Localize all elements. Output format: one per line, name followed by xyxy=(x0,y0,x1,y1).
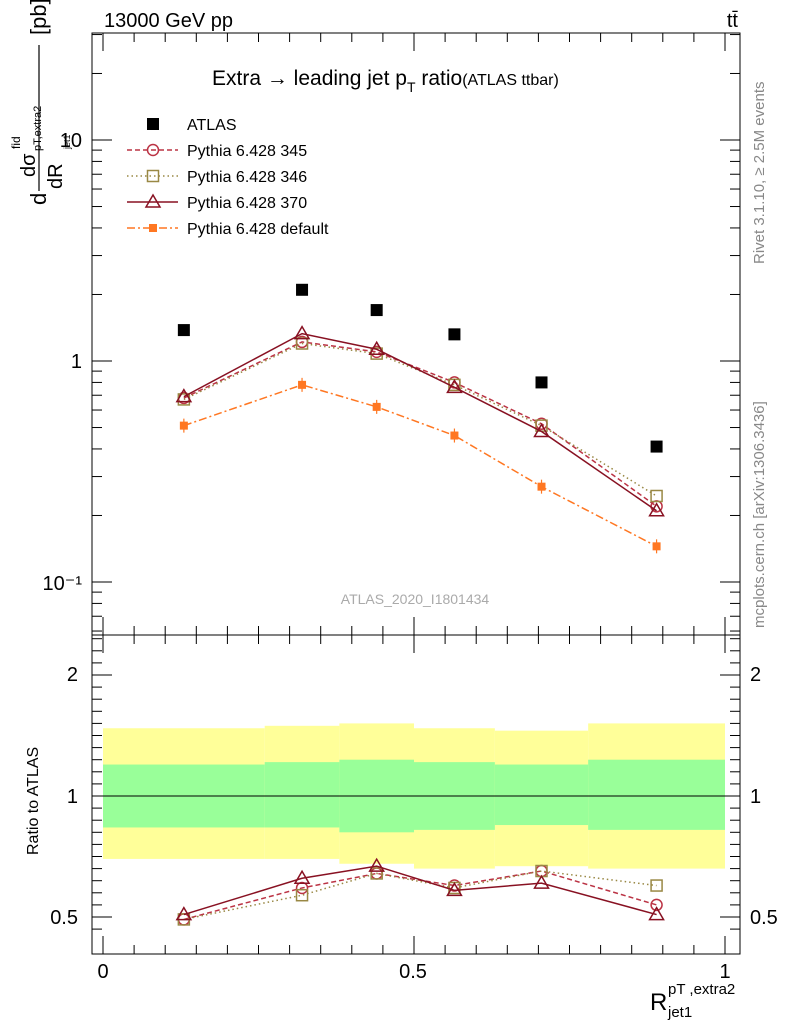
series-3-point xyxy=(446,378,463,394)
series-0-point xyxy=(535,376,548,389)
series-1-ratio-point xyxy=(650,898,663,912)
series-4-point xyxy=(372,402,381,411)
legend-label: Pythia 6.428 346 xyxy=(187,169,307,186)
ratio-y-tick-1: 1 xyxy=(67,786,78,808)
x-axis-title: R pT ,extra2 jet1 xyxy=(650,981,735,1021)
series-0-point xyxy=(448,328,461,341)
main-y-axis-title: d dσ fid pT,extra2 dR jet1 [pb] xyxy=(9,0,72,205)
series-3-ratio-point xyxy=(648,906,665,921)
svg-text:R: R xyxy=(650,989,667,1016)
main-y-tick-0.1: 10⁻¹ xyxy=(43,573,83,595)
legend-marker xyxy=(149,224,157,232)
series-0-point xyxy=(296,283,309,296)
series-1-line xyxy=(183,341,658,507)
series-0-point xyxy=(177,324,190,337)
series-3-ratio-point xyxy=(368,857,385,872)
ratio-y-tick-2: 2 xyxy=(67,664,78,686)
svg-text:Ratio to ATLAS: Ratio to ATLAS xyxy=(25,747,42,855)
series-3-point xyxy=(648,502,665,517)
ratio-y-axis-title: Ratio to ATLAS xyxy=(25,747,42,855)
legend-label: Pythia 6.428 370 xyxy=(187,195,307,212)
mcplots-label: mcplots.cern.ch [arXiv:1306.3436] xyxy=(751,401,768,628)
series-2-point xyxy=(650,489,663,503)
ratio-y-tick-2-right: 2 xyxy=(750,664,761,686)
ratio-bands xyxy=(92,723,740,869)
svg-text:fid: fid xyxy=(9,136,23,149)
series-3-point xyxy=(293,325,311,340)
series-3-ratio-point xyxy=(446,881,463,897)
ratio-band-green xyxy=(494,764,589,826)
analysis-watermark: ATLAS_2020_I1801434 xyxy=(341,591,490,607)
header-right: tt̄ xyxy=(727,10,739,32)
svg-text:dR: dR xyxy=(45,163,67,189)
series-2-ratio-point xyxy=(650,879,663,892)
series-3-ratio-point xyxy=(533,874,550,889)
ratio-band-green xyxy=(264,762,340,828)
svg-text:pT ,extra2: pT ,extra2 xyxy=(668,981,735,998)
ratio-plot-frame xyxy=(91,634,741,955)
series-2-ratio-point xyxy=(370,867,383,880)
series-3-point xyxy=(533,422,550,438)
series-3-ratio-point xyxy=(293,869,311,885)
series-0-point xyxy=(650,440,663,453)
legend-label: ATLAS xyxy=(187,117,237,134)
legend: ATLAS Pythia 6.428 345 Pythia 6.428 346 Pyt… xyxy=(127,117,329,238)
header-left: 13000 GeV pp xyxy=(104,10,233,32)
svg-text:jet1: jet1 xyxy=(62,134,72,150)
series-1-ratio-line xyxy=(183,870,657,921)
ratio-y-tick-1-right: 1 xyxy=(750,786,761,808)
series-0-point xyxy=(370,304,383,317)
series-3-ratio-line xyxy=(183,865,657,916)
legend-marker xyxy=(147,118,159,130)
series-2-ratio-point xyxy=(295,888,309,902)
series-4-point xyxy=(450,431,459,440)
series-4-line xyxy=(183,384,657,548)
series-1-ratio-point xyxy=(295,881,309,895)
svg-text:jet1: jet1 xyxy=(667,1004,692,1021)
chart-title: Extra → leading jet pT ratio(ATLAS ttbar… xyxy=(212,67,559,95)
main-y-tick-10: 10 xyxy=(60,130,82,152)
series-3-line xyxy=(183,332,658,512)
ratio-series xyxy=(175,857,665,926)
x-tick-0: 0 xyxy=(97,961,108,983)
series-3-ratio-point xyxy=(175,906,193,921)
svg-text:[pb]: [pb] xyxy=(26,0,51,35)
series-4-point xyxy=(179,421,188,430)
series-4-point xyxy=(298,380,307,389)
ratio-y-tick-0.5-right: 0.5 xyxy=(750,907,778,929)
svg-text:d: d xyxy=(26,193,51,205)
main-series xyxy=(175,283,665,554)
series-3-point xyxy=(368,340,385,356)
series-4-point xyxy=(537,482,546,491)
rivet-label: Rivet 3.1.10, ≥ 2.5M events xyxy=(751,82,768,265)
series-3-point xyxy=(175,388,193,403)
x-tick-0.5: 0.5 xyxy=(399,961,427,983)
svg-text:dσ: dσ xyxy=(18,153,40,177)
legend-label: Pythia 6.428 default xyxy=(187,221,329,238)
series-2-line xyxy=(183,342,657,497)
legend-marker xyxy=(144,193,162,208)
legend-marker xyxy=(146,143,160,157)
svg-text:pT,extra2: pT,extra2 xyxy=(32,106,44,151)
main-y-tick-1: 1 xyxy=(71,351,82,373)
ratio-band-green xyxy=(588,759,725,830)
ratio-y-tick-0.5: 0.5 xyxy=(50,907,78,929)
series-4-point xyxy=(652,542,661,551)
axis-ticks xyxy=(92,33,740,954)
legend-marker xyxy=(146,169,160,183)
legend-label: Pythia 6.428 345 xyxy=(187,143,307,160)
x-tick-1: 1 xyxy=(719,961,730,983)
